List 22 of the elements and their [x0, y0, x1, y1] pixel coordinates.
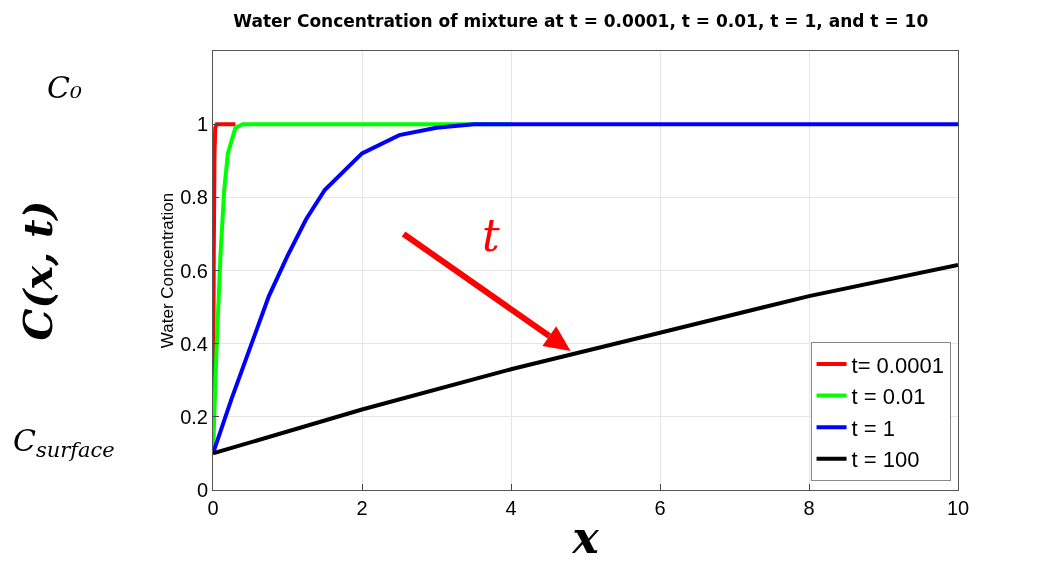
y-axis-title: Water Concentration	[157, 192, 177, 349]
legend-label: t = 100	[851, 447, 920, 473]
annotation: t	[482, 210, 500, 261]
x-tick-label: 4	[505, 497, 517, 519]
text: C(x, t)	[14, 200, 62, 341]
x-tick-label: 2	[356, 497, 368, 519]
y-tick-label: 1	[196, 113, 208, 136]
text: C₀	[47, 70, 82, 105]
text: C$_{surface}$	[13, 423, 115, 463]
y-tick-label: 0.8	[180, 186, 208, 209]
legend-label: t= 0.0001	[851, 352, 944, 378]
y-tick-label: 0.2	[180, 405, 208, 428]
chart-title: Water Concentration of mixture at t = 0.0001, t = 0.01, t = 1, and t = 10	[233, 10, 929, 31]
y-tick-label: 0.6	[180, 259, 208, 282]
x-tick-label: 10	[946, 497, 970, 519]
y-tick-label: 0	[196, 479, 208, 501]
x-tick-label: 6	[654, 497, 666, 519]
legend-label: t = 0.01	[851, 384, 926, 410]
x-tick-label: 8	[803, 497, 815, 519]
y-tick-label: 0.4	[180, 332, 208, 355]
x-axis-title: x	[571, 512, 600, 564]
legend-label: t = 1	[851, 415, 895, 441]
